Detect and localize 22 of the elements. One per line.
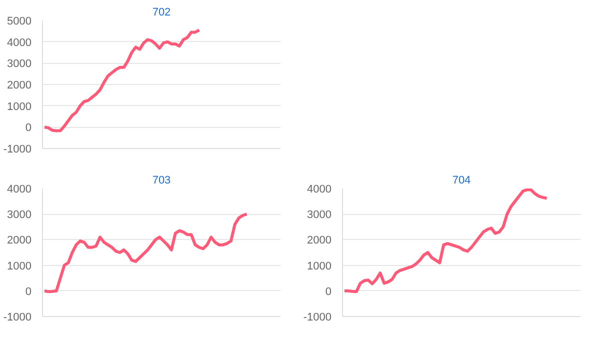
y-tick-label: 0 (325, 286, 332, 298)
y-tick-label: 1000 (7, 100, 32, 113)
y-tick-label: 2000 (307, 234, 332, 247)
y-tick-label: 1000 (307, 260, 332, 272)
chart-title: 702 (152, 6, 171, 18)
y-tick-label: -1000 (3, 312, 32, 324)
y-tick-label: 5000 (7, 16, 32, 28)
y-tick-label: -1000 (3, 144, 32, 156)
y-tick-label: 4000 (7, 36, 32, 49)
y-tick-label: 2000 (7, 234, 32, 247)
y-tick-label: 3000 (7, 58, 32, 70)
y-tick-label: 3000 (307, 209, 332, 222)
chart-title: 703 (152, 174, 171, 186)
y-tick-label: -1000 (303, 312, 332, 324)
chart-title: 704 (452, 174, 471, 186)
y-tick-label: 3000 (7, 209, 32, 222)
y-tick-label: 1000 (7, 260, 32, 272)
y-tick-label: 4000 (307, 184, 332, 196)
y-tick-label: 2000 (7, 80, 32, 92)
y-tick-label: 0 (25, 286, 32, 298)
y-tick-label: 4000 (7, 184, 32, 196)
y-tick-label: 0 (25, 122, 32, 134)
